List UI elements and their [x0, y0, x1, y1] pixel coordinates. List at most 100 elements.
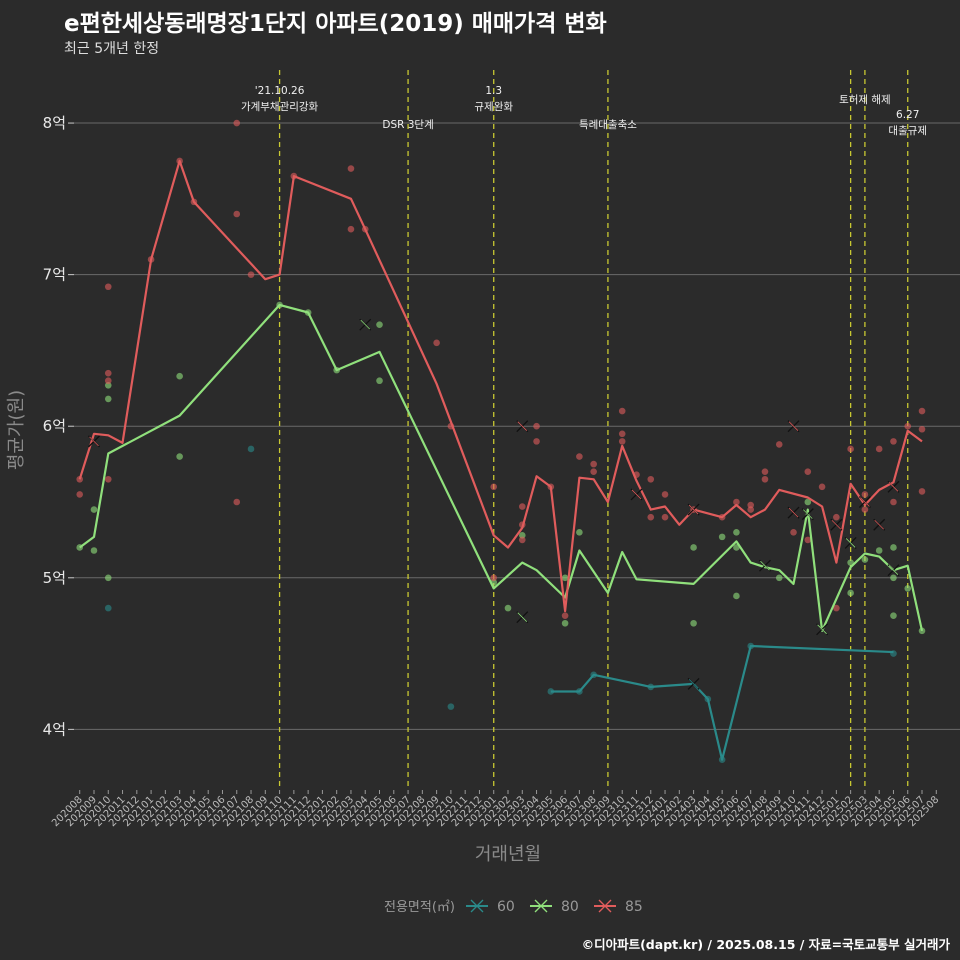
data-point	[890, 574, 897, 582]
data-point	[533, 422, 540, 430]
cross-marker	[359, 318, 372, 331]
series-line-85	[78, 159, 923, 613]
data-point	[918, 407, 926, 415]
data-point	[747, 506, 754, 513]
y-axis-title: 평균가(원)	[6, 390, 27, 470]
data-point	[733, 529, 740, 536]
data-point	[890, 544, 897, 551]
data-point	[647, 513, 655, 521]
data-point	[104, 604, 112, 612]
data-point	[104, 377, 112, 385]
cross-marker	[844, 536, 857, 549]
data-point	[561, 612, 569, 619]
chart-title: e편한세상동래명장1단지 아파트(2019) 매매가격 변화	[64, 11, 607, 37]
reference-annotation: 특례대출축소	[579, 119, 637, 131]
data-point	[576, 453, 583, 460]
data-point	[518, 503, 526, 510]
data-point	[904, 585, 912, 592]
data-point	[647, 475, 655, 483]
data-point	[775, 441, 783, 448]
data-point	[804, 536, 812, 544]
data-point	[690, 619, 697, 627]
cross-marker	[759, 559, 771, 572]
data-point	[104, 475, 112, 483]
data-point	[661, 491, 669, 498]
data-point	[490, 483, 498, 491]
cross-marker	[858, 496, 871, 508]
cross-marker	[787, 506, 800, 519]
y-tick-label: 5억	[43, 569, 66, 587]
data-point	[904, 422, 912, 430]
cross-marker	[830, 518, 843, 531]
data-point	[775, 574, 783, 582]
cross-marker	[787, 420, 800, 433]
data-point	[104, 283, 112, 291]
legend-item-80: 80	[530, 899, 579, 915]
data-point	[618, 430, 626, 438]
cross-marker	[887, 564, 900, 577]
cross-marker	[687, 677, 700, 690]
cross-marker	[873, 518, 886, 531]
y-tick-label: 8억	[43, 114, 66, 132]
data-point	[661, 513, 669, 521]
data-point	[918, 425, 926, 433]
data-point	[875, 547, 883, 554]
data-point	[918, 627, 926, 635]
data-point	[890, 438, 897, 445]
data-point	[561, 619, 569, 627]
legend-title: 전용면적(㎡)	[384, 900, 455, 915]
data-point	[861, 491, 869, 498]
data-point	[761, 468, 769, 475]
data-point	[518, 532, 526, 539]
data-point	[233, 210, 241, 218]
reference-annotation: 1.3	[485, 85, 502, 97]
data-point	[376, 321, 383, 328]
cross-marker	[516, 611, 529, 624]
data-point	[104, 395, 112, 403]
data-point	[847, 589, 854, 597]
legend-item-60: 60	[466, 899, 515, 915]
series-line-60	[550, 644, 894, 761]
source-caption: ©디아파트(dapt.kr) / 2025.08.15 / 자료=국토교통부 실…	[581, 937, 950, 952]
data-point	[104, 381, 112, 389]
data-point	[104, 574, 112, 582]
cross-marker	[516, 420, 529, 433]
data-point	[447, 703, 455, 710]
data-point	[576, 529, 583, 536]
legend: 전용면적(㎡) 60 80 85	[384, 899, 643, 915]
data-point	[875, 445, 883, 453]
legend-label: 85	[625, 899, 643, 915]
data-point	[504, 604, 512, 612]
data-point	[847, 445, 854, 453]
data-point	[90, 547, 98, 554]
data-point	[618, 407, 626, 415]
cross-marker	[887, 480, 900, 493]
reference-annotation: 6.27	[896, 109, 919, 121]
data-point	[176, 453, 183, 460]
data-point	[76, 491, 84, 498]
reference-annotation: 가계부채관리강화	[241, 101, 319, 113]
data-point	[533, 438, 540, 445]
series-line-80	[79, 303, 924, 632]
data-point	[733, 592, 740, 600]
cross-marker	[630, 488, 643, 501]
data-point	[233, 119, 241, 127]
data-point	[433, 339, 440, 347]
chart-subtitle: 최근 5개년 한정	[64, 41, 160, 57]
data-point	[247, 445, 255, 453]
y-tick-label: 4억	[43, 720, 66, 738]
data-point	[90, 506, 98, 513]
data-point	[747, 501, 754, 509]
legend-label: 80	[561, 899, 579, 915]
data-point	[347, 165, 355, 172]
data-point	[733, 498, 740, 506]
data-point	[247, 271, 255, 278]
data-point	[718, 533, 726, 541]
legend-item-85: 85	[594, 899, 643, 915]
data-point	[561, 574, 569, 582]
data-point	[833, 604, 840, 612]
legend-label: 60	[497, 899, 515, 915]
data-point	[804, 468, 812, 475]
data-point	[790, 529, 797, 536]
data-point	[761, 475, 769, 483]
